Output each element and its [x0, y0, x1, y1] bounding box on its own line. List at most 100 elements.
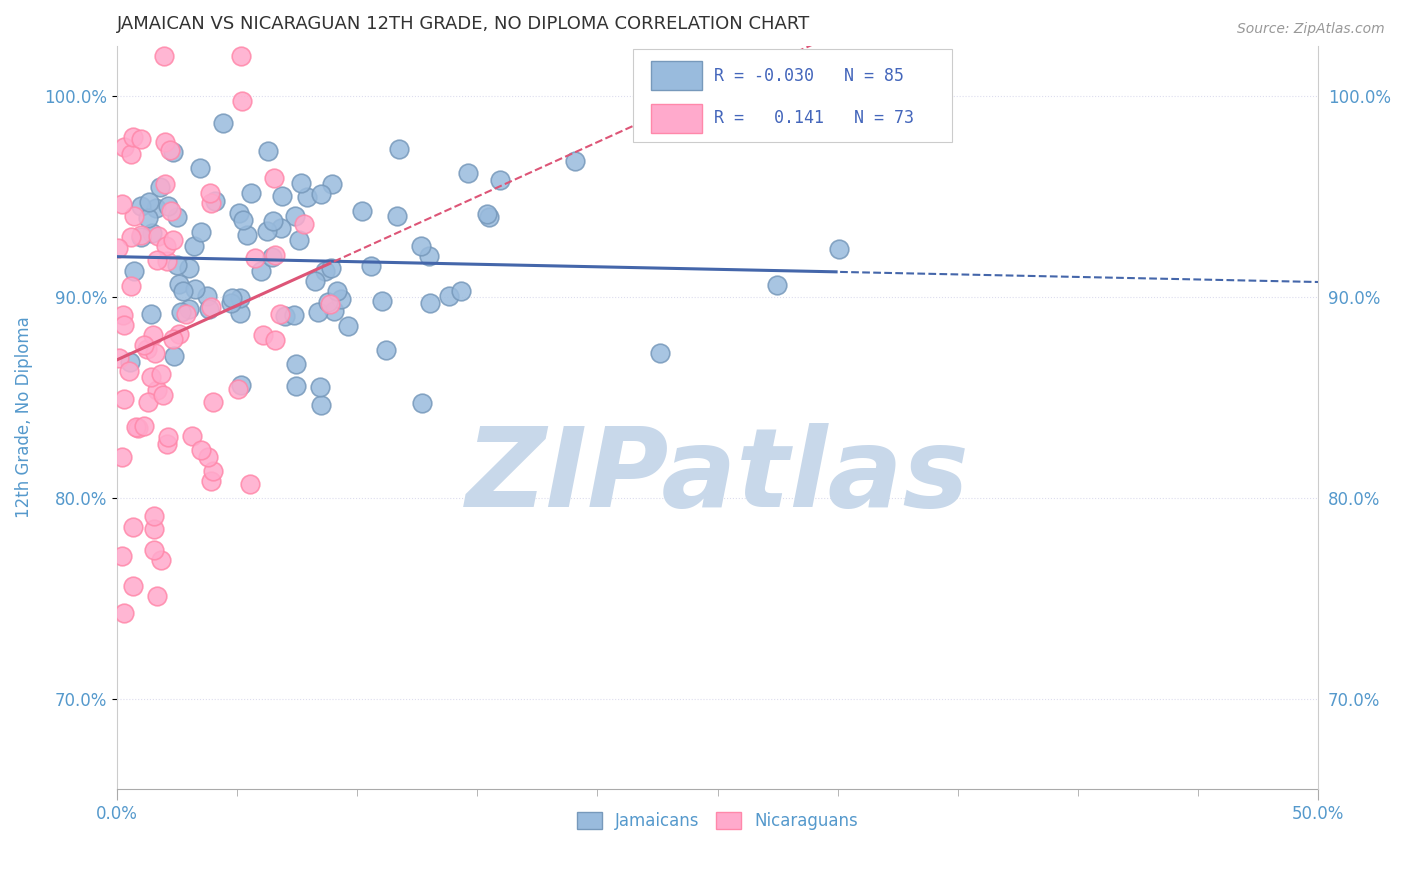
Point	[107, 242, 129, 256]
Point	[307, 304, 329, 318]
Point	[288, 233, 311, 247]
Point	[330, 292, 353, 306]
Point	[159, 144, 181, 158]
Point	[118, 355, 141, 369]
Point	[231, 94, 253, 108]
Point	[292, 217, 315, 231]
Point	[450, 284, 472, 298]
Point	[141, 226, 163, 240]
Point	[145, 384, 167, 398]
Point	[108, 351, 131, 365]
Point	[166, 258, 188, 272]
Point	[188, 161, 211, 176]
Text: ZIPatlas: ZIPatlas	[465, 424, 969, 531]
Point	[190, 225, 212, 239]
Point	[231, 48, 253, 62]
Point	[155, 238, 177, 252]
Point	[162, 145, 184, 160]
Y-axis label: 12th Grade, No Diploma: 12th Grade, No Diploma	[15, 317, 32, 518]
Point	[166, 211, 188, 225]
Point	[336, 318, 359, 333]
Point	[149, 552, 172, 566]
Point	[201, 464, 224, 478]
Point	[190, 443, 212, 458]
Point	[120, 230, 142, 244]
Point	[155, 177, 177, 191]
Point	[321, 260, 343, 275]
FancyBboxPatch shape	[651, 103, 702, 133]
Point	[111, 450, 134, 465]
Point	[238, 477, 260, 491]
Point	[264, 248, 287, 262]
Point	[828, 242, 851, 256]
Point	[142, 327, 165, 342]
Point	[285, 357, 308, 371]
Point	[122, 578, 145, 592]
Point	[228, 206, 250, 220]
Point	[138, 211, 160, 226]
Point	[122, 264, 145, 278]
Point	[153, 135, 176, 149]
Point	[132, 418, 155, 433]
Point	[150, 367, 173, 381]
Point	[409, 239, 432, 253]
Point	[156, 437, 179, 451]
Point	[360, 259, 382, 273]
Point	[174, 307, 197, 321]
Point	[766, 277, 789, 292]
Point	[143, 345, 166, 359]
Point	[350, 203, 373, 218]
Point	[179, 261, 201, 276]
Point	[243, 252, 266, 266]
Point	[295, 189, 318, 203]
Point	[326, 284, 349, 298]
FancyBboxPatch shape	[651, 62, 702, 90]
Point	[156, 253, 179, 268]
Point	[183, 239, 205, 253]
Point	[229, 377, 252, 392]
Point	[439, 289, 461, 303]
Point	[170, 305, 193, 319]
Point	[112, 140, 135, 154]
Point	[274, 309, 297, 323]
Point	[385, 209, 408, 223]
Point	[112, 318, 135, 333]
Point	[163, 349, 186, 363]
Point	[167, 326, 190, 341]
Point	[256, 224, 278, 238]
Point	[127, 420, 149, 434]
Point	[146, 252, 169, 267]
Point	[411, 396, 433, 410]
Point	[212, 116, 235, 130]
Point	[264, 333, 287, 347]
Point	[148, 229, 170, 244]
Point	[204, 194, 226, 208]
Legend: Jamaicans, Nicaraguans: Jamaicans, Nicaraguans	[569, 805, 865, 837]
Point	[475, 206, 498, 220]
Point	[319, 297, 342, 311]
Point	[457, 166, 479, 180]
Point	[239, 186, 262, 200]
Point	[139, 307, 162, 321]
Point	[162, 332, 184, 346]
FancyBboxPatch shape	[634, 49, 952, 143]
Point	[131, 132, 153, 146]
Point	[157, 199, 180, 213]
Point	[153, 48, 176, 62]
Point	[125, 420, 148, 434]
Point	[260, 250, 283, 264]
Text: Source: ZipAtlas.com: Source: ZipAtlas.com	[1237, 22, 1385, 37]
Point	[249, 264, 271, 278]
Point	[111, 308, 134, 322]
Point	[198, 301, 221, 316]
Point	[160, 203, 183, 218]
Point	[564, 153, 586, 168]
Point	[152, 388, 174, 402]
Point	[478, 210, 501, 224]
Point	[135, 342, 157, 356]
Point	[136, 395, 159, 409]
Point	[311, 399, 333, 413]
Point	[197, 450, 219, 465]
Point	[270, 189, 292, 203]
Point	[221, 291, 243, 305]
